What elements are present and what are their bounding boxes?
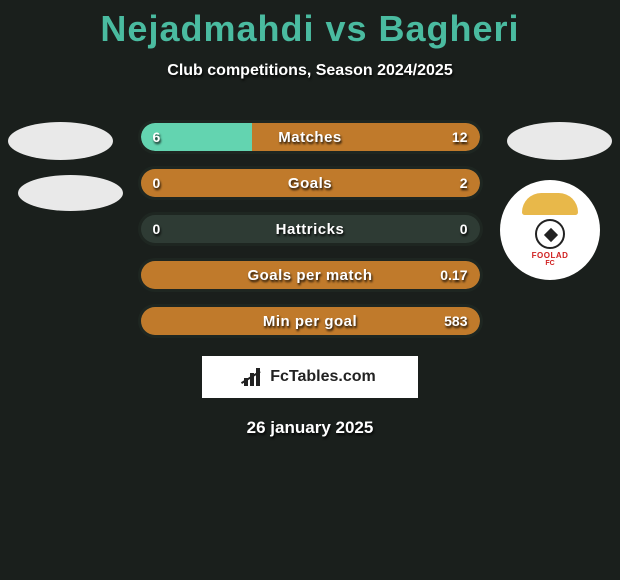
bar-chart-icon	[244, 368, 264, 386]
stats-container: 6Matches120Goals20Hattricks0Goals per ma…	[138, 120, 483, 338]
title-vs: vs	[314, 8, 378, 49]
stat-label: Min per goal	[141, 307, 480, 335]
stat-row: 6Matches12	[138, 120, 483, 154]
stat-value-right: 0	[460, 215, 468, 243]
player2-avatar-placeholder	[507, 122, 612, 160]
footer-date: 26 january 2025	[0, 418, 620, 438]
soccer-ball-icon	[535, 219, 565, 249]
stat-value-right: 0.17	[440, 261, 467, 289]
title-player1: Nejadmahdi	[100, 8, 314, 49]
stat-value-right: 2	[460, 169, 468, 197]
stat-row: Goals per match0.17	[138, 258, 483, 292]
stat-row: 0Goals2	[138, 166, 483, 200]
stat-value-right: 583	[444, 307, 467, 335]
subtitle: Club competitions, Season 2024/2025	[0, 62, 620, 80]
stat-label: Matches	[141, 123, 480, 151]
club-name: FOOLAD	[522, 251, 578, 260]
page-title: Nejadmahdi vs Bagheri	[0, 0, 620, 50]
club-suffix: FC	[522, 260, 578, 267]
club-crest-top	[522, 193, 578, 215]
player1-avatar-placeholder	[8, 122, 113, 160]
stat-value-right: 12	[452, 123, 468, 151]
footer-brand-text: FcTables.com	[270, 368, 376, 386]
stat-row: 0Hattricks0	[138, 212, 483, 246]
title-player2: Bagheri	[379, 8, 520, 49]
footer-brand-box: FcTables.com	[202, 356, 418, 398]
player2-club-badge: FOOLAD FC	[500, 180, 600, 280]
stat-label: Goals per match	[141, 261, 480, 289]
player1-club-placeholder	[18, 175, 123, 211]
stat-label: Goals	[141, 169, 480, 197]
stat-row: Min per goal583	[138, 304, 483, 338]
stat-label: Hattricks	[141, 215, 480, 243]
chart-area: FOOLAD FC 6Matches120Goals20Hattricks0Go…	[0, 120, 620, 338]
